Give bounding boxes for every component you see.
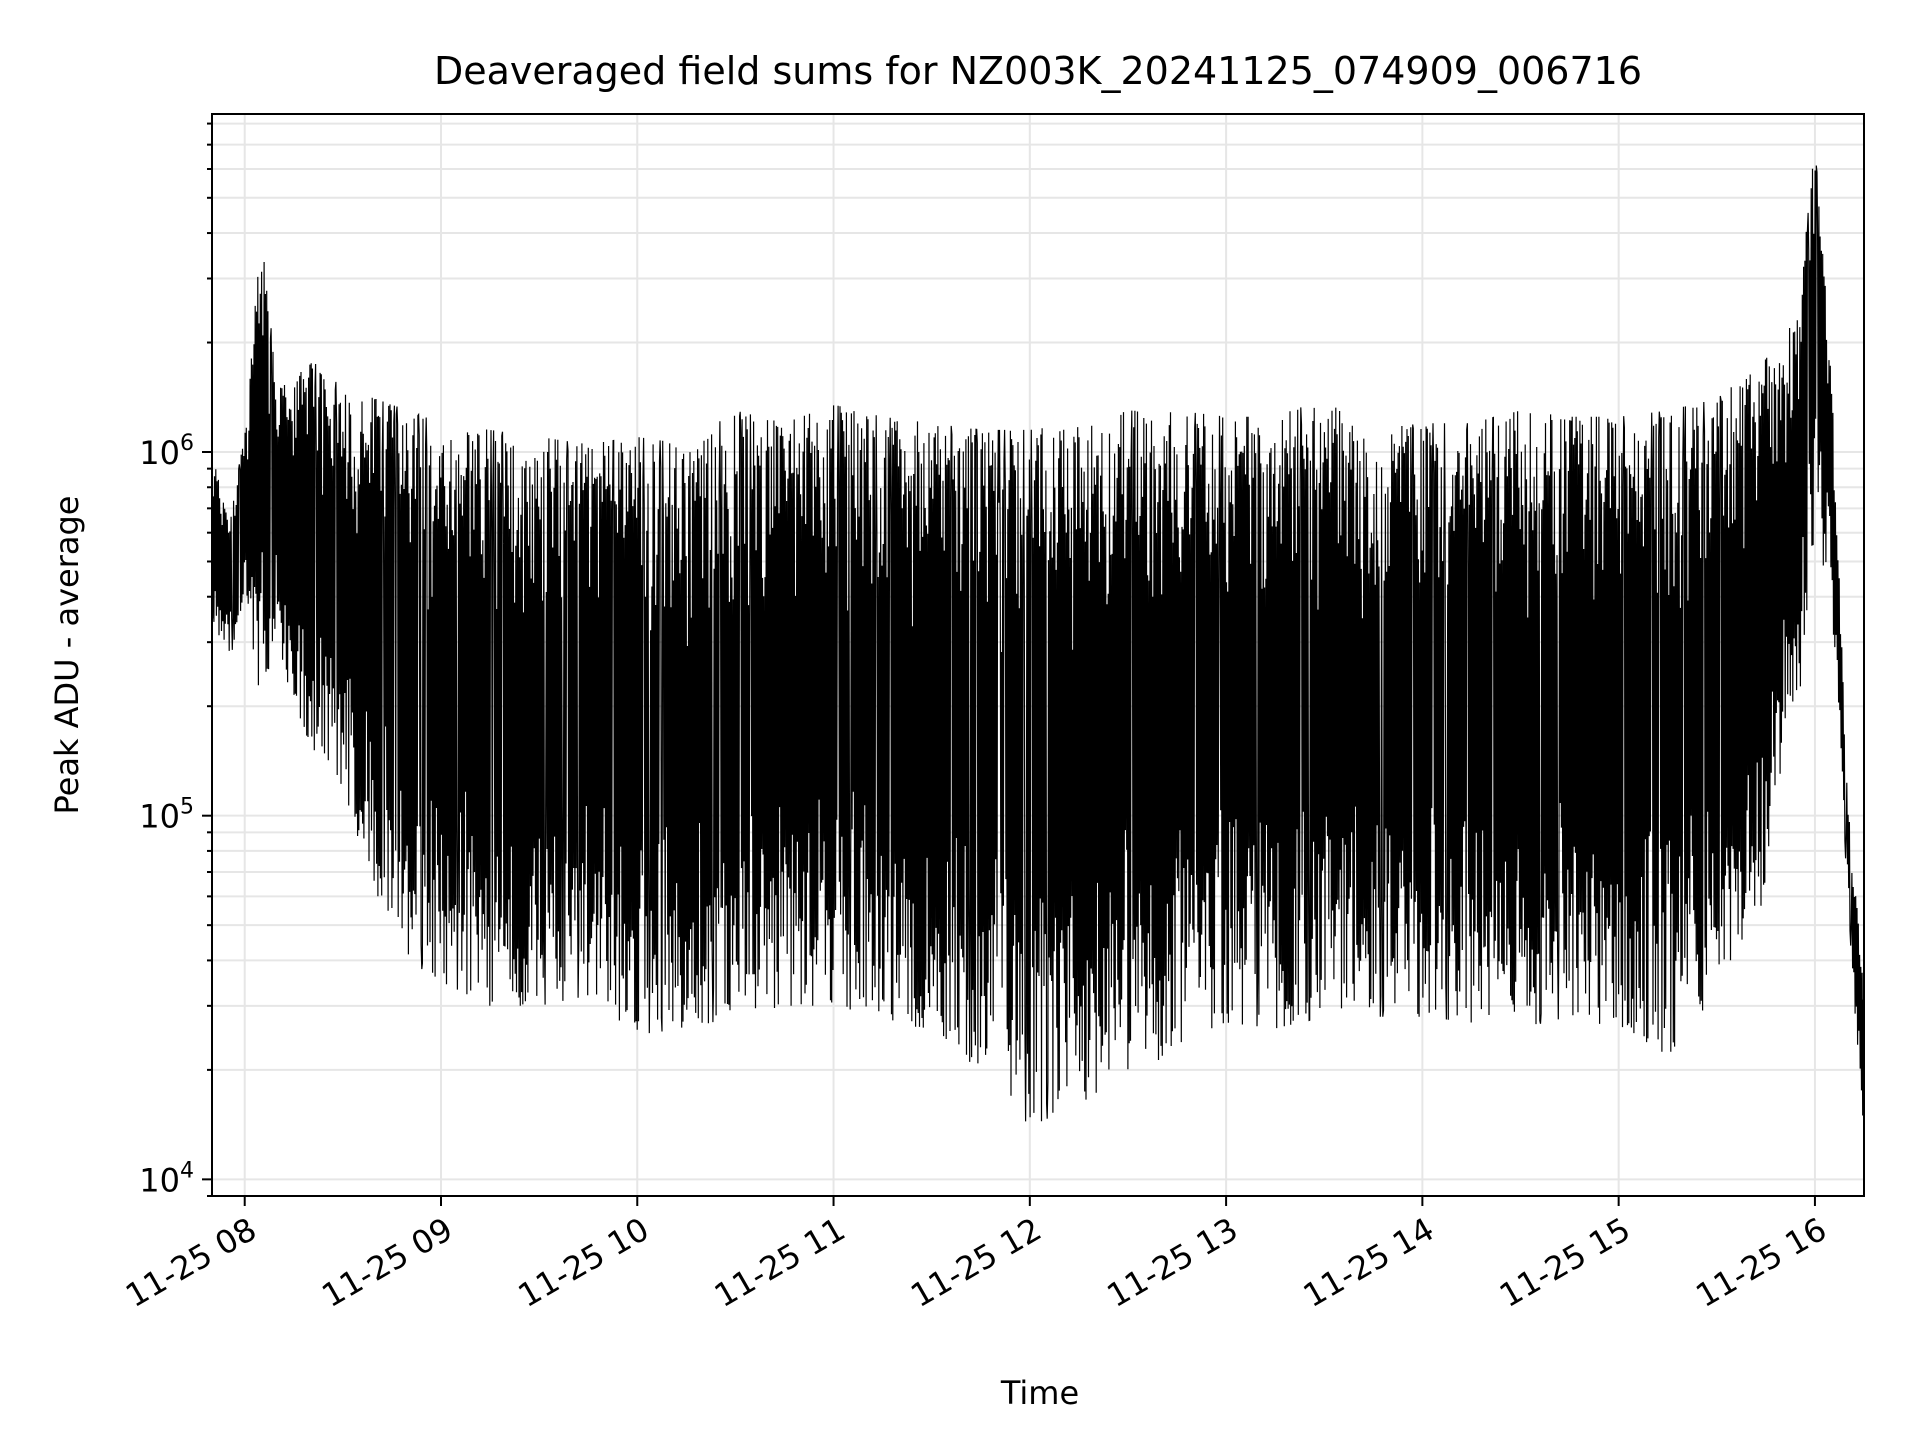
y-tick-label: 106 — [139, 431, 194, 472]
x-axis-label: Time — [1000, 1374, 1079, 1412]
y-axis-label: Peak ADU - average — [48, 496, 86, 815]
axes-frame — [211, 113, 1865, 1197]
chart-title: Deaveraged field sums for NZ003K_2024112… — [434, 49, 1642, 93]
y-tick-label: 104 — [139, 1158, 194, 1199]
y-axis-ticks: 104 105 106 — [139, 122, 212, 1199]
plot-area — [211, 165, 1865, 1137]
y-tick-label: 105 — [139, 795, 194, 836]
data-line — [211, 165, 1865, 1137]
